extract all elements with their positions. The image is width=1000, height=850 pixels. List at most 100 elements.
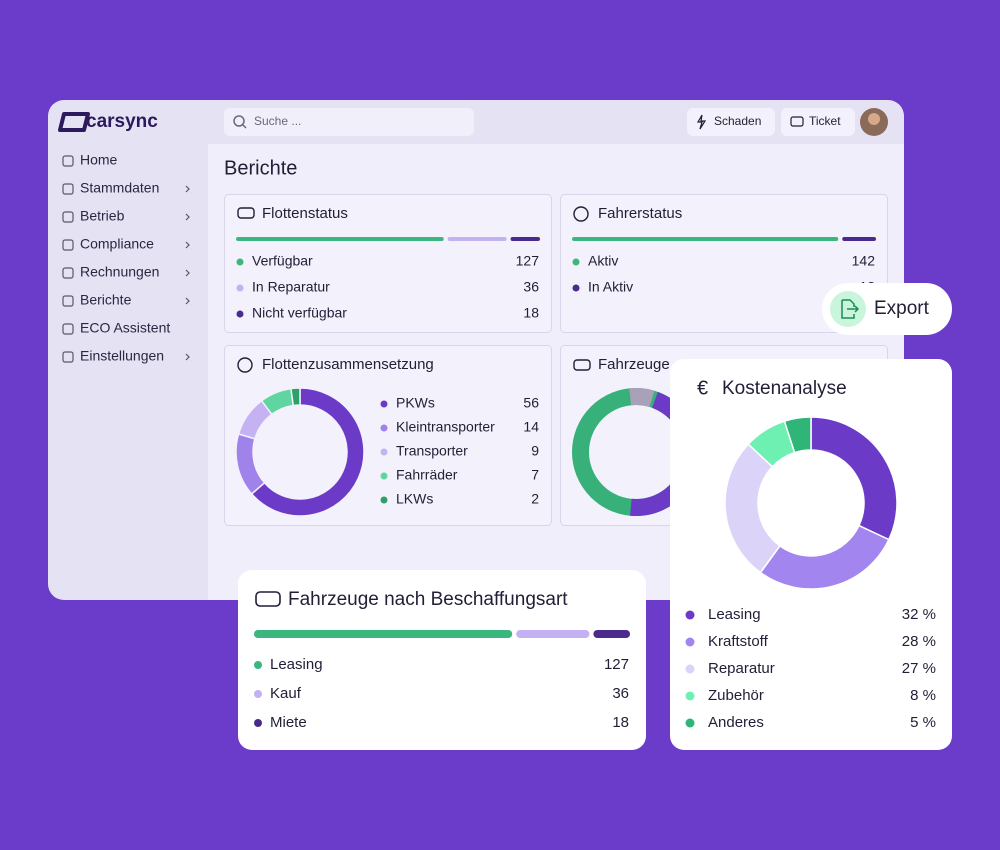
legend-value: 9 [531, 443, 539, 459]
legend-dot [236, 258, 244, 266]
legend-value: 127 [516, 253, 540, 269]
icon [696, 114, 707, 130]
legend-dot [380, 496, 388, 504]
card-title: Flottenzusammensetzung [262, 356, 434, 373]
legend-value: 127 [604, 656, 629, 673]
nav-icon [62, 351, 74, 363]
search-box[interactable] [224, 108, 474, 136]
donut-segment [810, 416, 898, 541]
legend-dot [254, 661, 262, 669]
card-title: Fahrerstatus [598, 205, 682, 222]
legend-dot [685, 718, 695, 728]
legend-label: PKWs [396, 395, 435, 411]
nav-icon [62, 267, 74, 279]
card [560, 194, 888, 333]
icon: € [697, 377, 708, 399]
nav-icon [62, 323, 74, 335]
avatar [868, 113, 880, 125]
legend-value: 142 [852, 253, 876, 269]
logo: carsync [86, 111, 158, 132]
legend-value: 8 % [910, 687, 936, 704]
icon [237, 357, 253, 373]
button-label: Ticket [809, 114, 841, 128]
nav-item: Berichte [80, 292, 132, 308]
nav-item: Compliance [80, 236, 154, 252]
legend-value: 18 [612, 714, 629, 731]
bar-segment [510, 237, 540, 241]
page-title: Berichte [224, 157, 297, 179]
chevron [185, 297, 190, 305]
nav-icon [62, 295, 74, 307]
nav-item: Betrieb [80, 208, 125, 224]
card-title: Fahrzeuge nach Beschaffungsart [288, 589, 568, 610]
icon [790, 116, 804, 127]
legend-label: In Reparatur [252, 279, 330, 295]
legend-value: 36 [523, 279, 539, 295]
card [224, 194, 552, 333]
legend-label: Anderes [708, 714, 764, 731]
donut-segment [290, 387, 301, 407]
icon [573, 359, 591, 371]
icon [255, 591, 281, 607]
search-icon [233, 115, 245, 127]
nav-icon [62, 155, 74, 167]
legend-value: 32 % [902, 606, 936, 623]
legend-value: 14 [523, 419, 539, 435]
legend-label: Fahrräder [396, 467, 458, 483]
donut-segment [783, 416, 812, 454]
legend-dot [380, 472, 388, 480]
legend-label: In Aktiv [588, 279, 633, 295]
logo-icon [58, 112, 90, 132]
bar-segment [842, 237, 876, 241]
card-title: Flottenstatus [262, 205, 348, 222]
button[interactable] [781, 108, 855, 136]
legend-label: Nicht verfügbar [252, 305, 347, 321]
legend-label: LKWs [396, 491, 433, 507]
legend-dot [685, 664, 695, 674]
chevron [185, 353, 190, 361]
legend-dot [685, 637, 695, 647]
search-icon [242, 124, 247, 129]
legend-value: 56 [523, 395, 539, 411]
legend-label: Kleintransporter [396, 419, 495, 435]
bar-segment [572, 237, 839, 241]
legend-value: 27 % [902, 660, 936, 677]
bar-segment [593, 630, 630, 638]
nav-item: Home [80, 152, 118, 168]
chevron [185, 269, 190, 277]
bar-segment [254, 630, 513, 638]
legend-dot [380, 424, 388, 432]
legend-dot [572, 258, 580, 266]
legend-dot [236, 284, 244, 292]
chevron [185, 213, 190, 221]
legend-label: Leasing [270, 656, 323, 673]
donut-segment [250, 387, 365, 517]
legend-label: Leasing [708, 606, 761, 623]
button-label: Schaden [714, 114, 761, 128]
legend-dot [380, 400, 388, 408]
legend-dot [254, 719, 262, 727]
button[interactable] [687, 108, 775, 136]
legend-dot [572, 284, 580, 292]
legend-label: Kraftstoff [708, 633, 769, 650]
legend-dot [685, 610, 695, 620]
nav-item: ECO Assistent [80, 320, 170, 336]
legend-label: Transporter [396, 443, 468, 459]
legend-dot [236, 310, 244, 318]
legend-label: Aktiv [588, 253, 618, 269]
nav-item: Stammdaten [80, 180, 159, 196]
legend-value: 7 [531, 467, 539, 483]
bar-segment [447, 237, 507, 241]
nav-icon [62, 211, 74, 223]
legend-dot [254, 690, 262, 698]
legend-dot [685, 691, 695, 701]
export-icon [841, 299, 860, 319]
card-title: Fahrzeuge [598, 356, 670, 373]
card [238, 570, 646, 750]
legend-label: Reparatur [708, 660, 775, 677]
bar-segment [236, 237, 444, 241]
legend-value: 18 [523, 305, 539, 321]
legend-value: 2 [531, 491, 539, 507]
card-title: Kostenanalyse [722, 378, 847, 399]
